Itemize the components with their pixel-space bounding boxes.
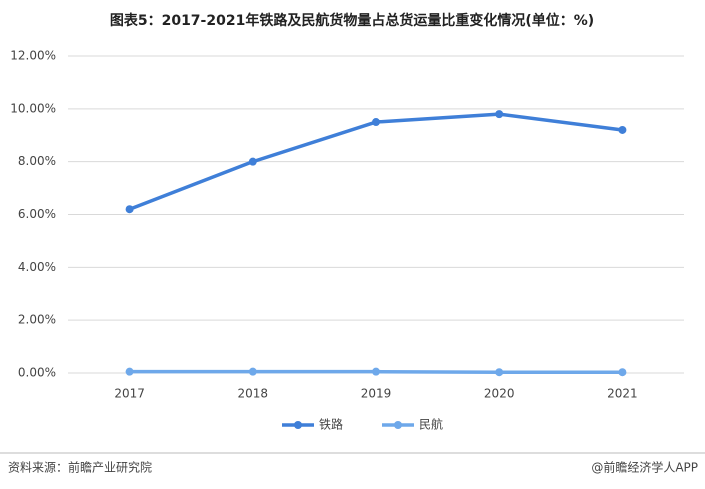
y-tick-label: 12.00% xyxy=(10,49,56,63)
point xyxy=(248,367,257,376)
y-tick-label: 4.00% xyxy=(18,260,56,274)
y-tick-label: 0.00% xyxy=(18,366,56,380)
source: 资料来源：前瞻产业研究院 xyxy=(8,460,152,475)
x-tick-label: 2020 xyxy=(484,387,515,401)
legend-label: 民航 xyxy=(419,417,443,432)
chart-title: 图表5：2017-2021年铁路及民航货物量占总货运量比重变化情况(单位：%) xyxy=(110,12,594,29)
x-tick-label: 2019 xyxy=(361,387,392,401)
point xyxy=(372,367,380,376)
point xyxy=(125,205,134,214)
y-tick-label: 8.00% xyxy=(18,154,56,168)
point xyxy=(495,110,504,119)
y-tick-label: 6.00% xyxy=(18,207,56,221)
y-tick-label: 10.00% xyxy=(10,101,56,115)
point xyxy=(372,118,380,127)
legend-marker xyxy=(394,421,402,429)
point xyxy=(618,368,627,377)
point xyxy=(125,367,134,376)
y-tick-label: 2.00% xyxy=(18,313,56,327)
x-tick-label: 2021 xyxy=(607,387,638,401)
legend-label: 铁路 xyxy=(319,417,343,432)
point xyxy=(495,368,504,377)
credit: @前瞻经济学人APP xyxy=(591,460,698,475)
x-tick-label: 2018 xyxy=(238,387,269,401)
point xyxy=(248,157,257,166)
point xyxy=(618,125,627,134)
legend-marker xyxy=(294,421,302,429)
x-tick-label: 2017 xyxy=(114,387,145,401)
